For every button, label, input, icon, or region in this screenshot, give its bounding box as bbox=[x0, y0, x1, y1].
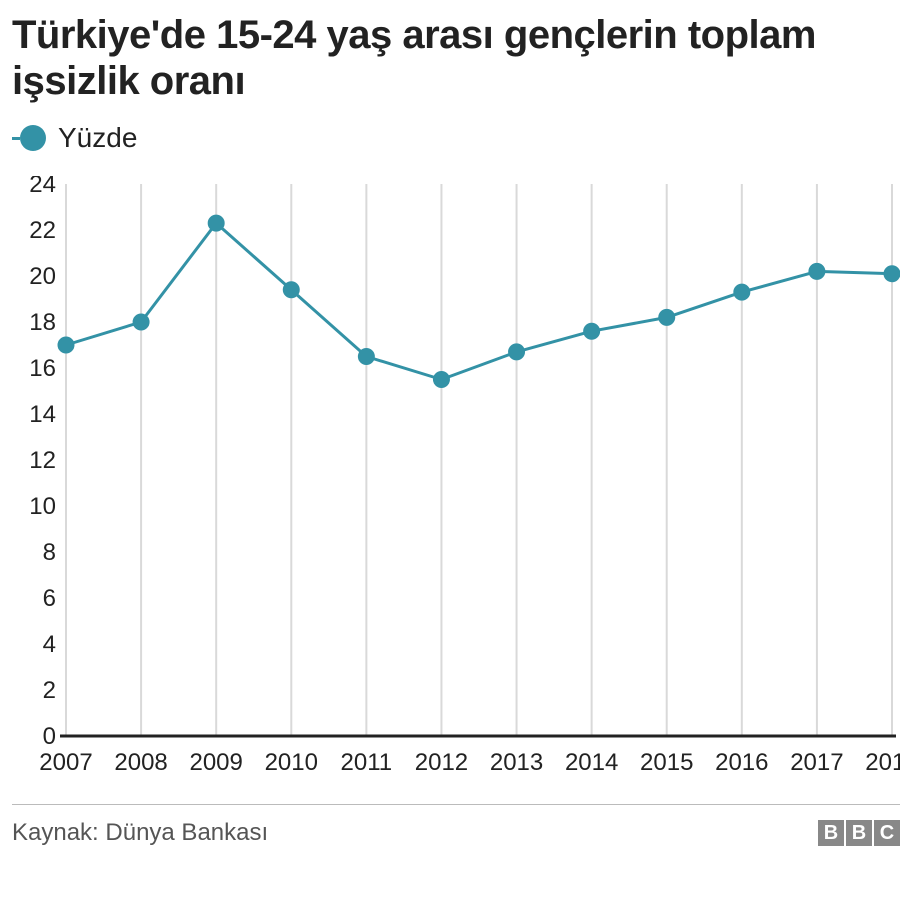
y-tick-label: 0 bbox=[43, 723, 56, 750]
chart-title: Türkiye'de 15-24 yaş arası gençlerin top… bbox=[12, 12, 900, 104]
y-tick-label: 16 bbox=[29, 355, 56, 382]
x-tick-label: 2007 bbox=[39, 749, 92, 776]
legend-label: Yüzde bbox=[58, 122, 137, 154]
x-tick-label: 2015 bbox=[640, 749, 693, 776]
line-chart: 0246810121416182022242007200820092010201… bbox=[12, 176, 900, 786]
legend-line-segment bbox=[12, 137, 20, 140]
x-tick-label: 2014 bbox=[565, 749, 618, 776]
data-point bbox=[659, 309, 675, 325]
y-tick-label: 4 bbox=[43, 631, 56, 658]
x-tick-label: 2016 bbox=[715, 749, 768, 776]
x-tick-label: 2009 bbox=[189, 749, 242, 776]
chart-footer: Kaynak: Dünya Bankası BBC bbox=[12, 804, 900, 847]
y-tick-label: 22 bbox=[29, 217, 56, 244]
data-point bbox=[433, 372, 449, 388]
x-tick-label: 2011 bbox=[341, 749, 393, 776]
y-tick-label: 18 bbox=[29, 309, 56, 336]
data-point bbox=[884, 266, 900, 282]
data-point bbox=[734, 284, 750, 300]
x-tick-label: 2017 bbox=[790, 749, 843, 776]
y-tick-label: 14 bbox=[29, 401, 56, 428]
data-point bbox=[58, 337, 74, 353]
x-tick-label: 2010 bbox=[265, 749, 318, 776]
y-tick-label: 10 bbox=[29, 493, 56, 520]
data-point bbox=[208, 215, 224, 231]
y-tick-label: 20 bbox=[29, 263, 56, 290]
bbc-logo-letter: C bbox=[874, 820, 900, 846]
legend-marker bbox=[12, 125, 46, 151]
bbc-logo-icon: BBC bbox=[818, 820, 900, 846]
chart-area: 0246810121416182022242007200820092010201… bbox=[12, 176, 900, 786]
data-point bbox=[509, 344, 525, 360]
bbc-logo-letter: B bbox=[846, 820, 872, 846]
legend-dot-icon bbox=[20, 125, 46, 151]
source-text: Kaynak: Dünya Bankası bbox=[12, 819, 268, 847]
y-tick-label: 24 bbox=[29, 176, 56, 198]
data-point bbox=[809, 263, 825, 279]
x-tick-label: 2018 bbox=[865, 749, 900, 776]
bbc-logo-letter: B bbox=[818, 820, 844, 846]
y-tick-label: 8 bbox=[43, 539, 56, 566]
y-tick-label: 12 bbox=[29, 447, 56, 474]
y-tick-label: 2 bbox=[43, 677, 56, 704]
legend: Yüzde bbox=[12, 122, 900, 154]
x-tick-label: 2012 bbox=[415, 749, 468, 776]
data-point bbox=[133, 314, 149, 330]
y-tick-label: 6 bbox=[43, 585, 56, 612]
x-tick-label: 2008 bbox=[114, 749, 167, 776]
data-point bbox=[358, 349, 374, 365]
x-tick-label: 2013 bbox=[490, 749, 543, 776]
series-line bbox=[66, 223, 892, 379]
data-point bbox=[283, 282, 299, 298]
data-point bbox=[584, 323, 600, 339]
